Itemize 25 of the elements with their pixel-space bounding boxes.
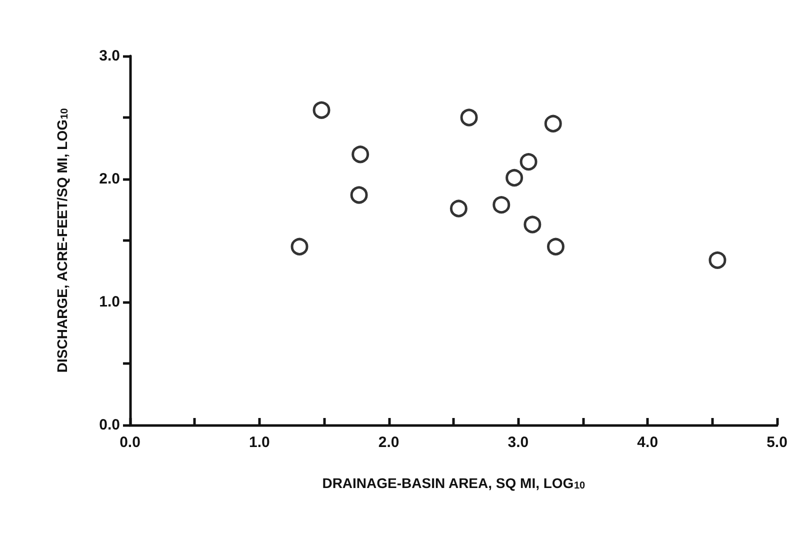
point xyxy=(546,238,564,256)
point xyxy=(460,108,478,126)
point xyxy=(290,238,308,256)
y-tick-label: 1.0 xyxy=(99,294,120,310)
point xyxy=(352,146,370,164)
x-tick-label: 3.0 xyxy=(508,434,529,451)
point xyxy=(350,186,368,204)
y-tick-label: 0.0 xyxy=(99,416,120,434)
y-tick-label: 2.0 xyxy=(99,170,120,188)
point xyxy=(544,114,562,132)
point xyxy=(506,169,524,187)
point xyxy=(520,153,538,171)
x-tick-label: 1.0 xyxy=(248,434,270,451)
x-tick-label: 2.0 xyxy=(378,434,400,451)
y-axis-title: DISCHARGE, ACRE-FEET/SQ MI, LOG10 xyxy=(54,108,70,373)
x-tick-label: 0.0 xyxy=(120,434,140,451)
point xyxy=(708,251,726,269)
point xyxy=(312,101,330,119)
x-axis-title: DRAINAGE-BASIN AREA, SQ MI, LOG10 xyxy=(322,475,586,492)
y-tick-label: 3.0 xyxy=(99,48,120,64)
point xyxy=(450,200,468,218)
x-tick-label: 5.0 xyxy=(766,434,788,451)
x-tick-label: 4.0 xyxy=(637,434,658,451)
point xyxy=(524,216,542,234)
point xyxy=(492,196,510,214)
